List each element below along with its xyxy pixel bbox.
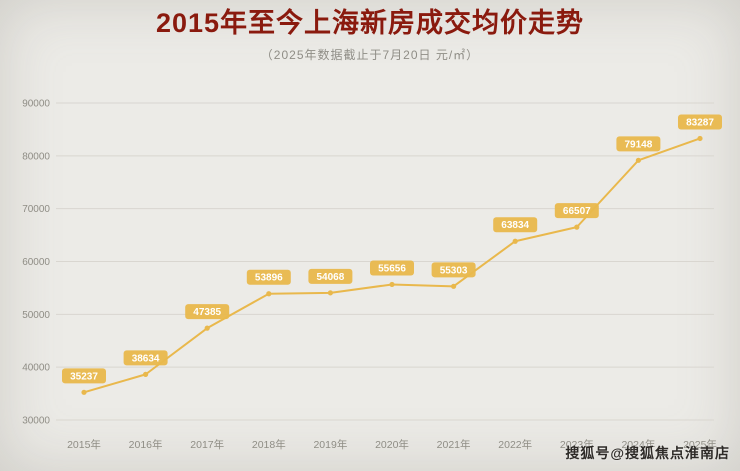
svg-text:55656: 55656 [378,263,406,274]
svg-text:60000: 60000 [22,257,50,268]
svg-text:53896: 53896 [255,273,283,284]
chart-title: 2015年至今上海新房成交均价走势 [155,8,585,38]
svg-text:66507: 66507 [563,206,591,217]
data-points: 35237 38634 47385 53896 54068 55656 55303 63834… [62,114,722,395]
svg-text:2022年: 2022年 [498,438,532,451]
svg-text:79148: 79148 [624,139,652,150]
chart-header: 2015年至今上海新房成交均价走势 （2025年数据截止于7月20日 元/㎡） [0,6,740,63]
x-axis-labels: 2015年 2016年 2017年 2018年 2019年 2020年 2021年 2022年… [67,438,717,451]
svg-text:2024年: 2024年 [621,438,655,451]
svg-text:2017年: 2017年 [190,438,224,451]
svg-text:83287: 83287 [686,117,714,128]
svg-text:30000: 30000 [22,416,50,427]
svg-text:2018年: 2018年 [252,438,286,451]
chart-subtitle: （2025年数据截止于7月20日 元/㎡） [260,48,480,62]
svg-text:2025年: 2025年 [683,438,717,451]
svg-text:2023年: 2023年 [560,438,594,451]
svg-text:38634: 38634 [132,353,160,364]
svg-text:2020年: 2020年 [375,438,409,451]
svg-text:40000: 40000 [22,363,50,374]
svg-text:47385: 47385 [193,307,221,318]
grid-and-axes: 30000 40000 50000 60000 70000 80000 90000 [22,99,714,427]
svg-text:35237: 35237 [70,371,98,382]
svg-text:50000: 50000 [22,310,50,321]
svg-text:54068: 54068 [316,272,344,283]
svg-text:63834: 63834 [501,220,529,231]
svg-text:80000: 80000 [22,151,50,162]
watermark-text: 搜狐号@搜狐焦点淮南店 [565,445,730,461]
svg-text:55303: 55303 [440,265,468,276]
svg-text:90000: 90000 [22,99,50,110]
svg-text:2021年: 2021年 [437,438,471,451]
svg-text:70000: 70000 [22,204,50,215]
svg-text:2016年: 2016年 [129,438,163,451]
svg-text:2019年: 2019年 [313,438,347,451]
svg-text:2015年: 2015年 [67,438,101,451]
